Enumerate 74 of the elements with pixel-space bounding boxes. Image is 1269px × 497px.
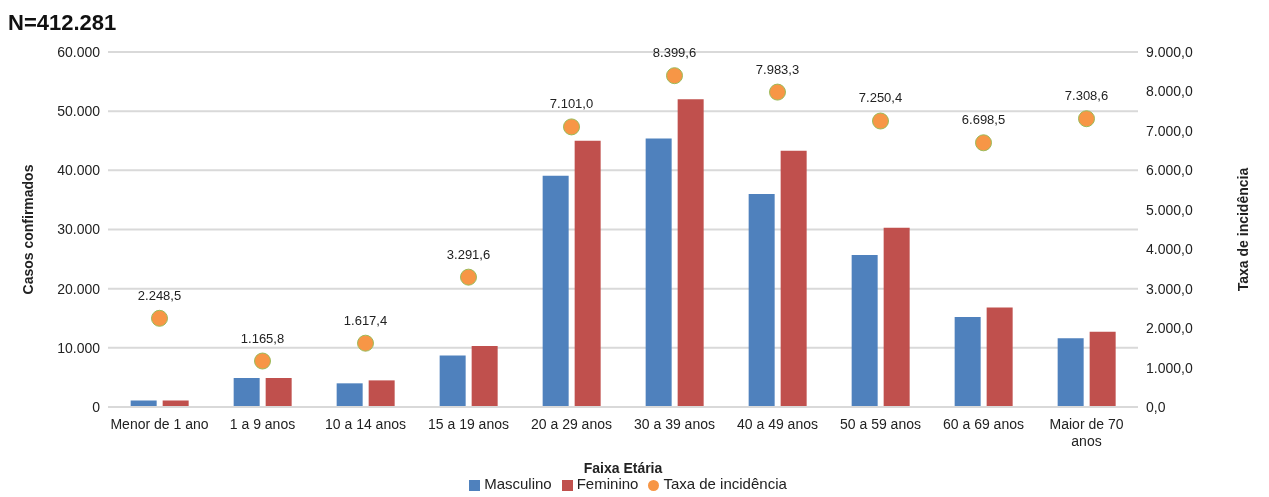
x-tick-label: 10 a 14 anos bbox=[325, 416, 406, 432]
y-tick-label: 20.000 bbox=[57, 280, 101, 297]
point bbox=[460, 268, 477, 286]
data-label: 6.698,5 bbox=[961, 112, 1006, 128]
point bbox=[975, 134, 992, 152]
bar bbox=[336, 383, 363, 407]
data-label: 3.291,6 bbox=[446, 246, 491, 262]
bar bbox=[1057, 338, 1084, 407]
y2-tick-label: 6.000,0 bbox=[1146, 162, 1193, 179]
bar bbox=[851, 254, 878, 407]
bar bbox=[233, 378, 260, 407]
bar bbox=[368, 380, 395, 407]
x-tick-label: 1 a 9 anos bbox=[229, 416, 296, 432]
data-label: 8.399,6 bbox=[652, 45, 697, 61]
y2-tick-label: 5.000,0 bbox=[1146, 201, 1193, 218]
bar bbox=[542, 175, 569, 407]
data-label: 7.250,4 bbox=[858, 90, 903, 106]
bar bbox=[162, 400, 189, 407]
legend-label: Masculino bbox=[484, 475, 552, 492]
y-tick-label: 0 bbox=[92, 398, 101, 415]
y2-tick-label: 8.000,0 bbox=[1146, 83, 1193, 100]
legend-label: Taxa de incidência bbox=[663, 475, 787, 492]
bar bbox=[645, 138, 672, 407]
x-axis-title: Faixa Etária bbox=[583, 460, 663, 476]
data-label: 7.101,0 bbox=[549, 96, 594, 112]
point bbox=[254, 352, 271, 370]
y2-tick-label: 2.000,0 bbox=[1146, 320, 1193, 337]
y-tick-label: 10.000 bbox=[57, 339, 101, 356]
y2-tick-label: 7.000,0 bbox=[1146, 122, 1193, 139]
y2-tick-label: 3.000,0 bbox=[1146, 280, 1193, 297]
point bbox=[1078, 110, 1095, 128]
bar bbox=[471, 346, 498, 407]
bar bbox=[748, 194, 775, 407]
x-tick-label: 15 a 19 anos bbox=[428, 416, 509, 432]
y-axis-title: Casos confirmados bbox=[19, 164, 36, 295]
x-tick-label: 30 a 39 anos bbox=[634, 416, 715, 432]
x-tick-label: Menor de 1 ano bbox=[110, 416, 209, 432]
y-tick-label: 50.000 bbox=[57, 103, 101, 120]
bar bbox=[574, 140, 601, 407]
data-label: 1.617,4 bbox=[343, 312, 388, 328]
point bbox=[357, 334, 374, 352]
x-tick-label: 40 a 49 anos bbox=[737, 416, 818, 432]
x-tick-label: Maior de 70 anos bbox=[1049, 416, 1124, 449]
y2-tick-label: 4.000,0 bbox=[1146, 241, 1193, 258]
data-label: 7.983,3 bbox=[755, 61, 800, 77]
y2-tick-label: 1.000,0 bbox=[1146, 359, 1193, 376]
bar bbox=[265, 378, 292, 407]
x-tick-label: 20 a 29 anos bbox=[531, 416, 612, 432]
bar bbox=[130, 400, 157, 407]
y2-tick-label: 0,0 bbox=[1146, 398, 1166, 415]
y-tick-label: 30.000 bbox=[57, 221, 101, 238]
x-tick-label: 50 a 59 anos bbox=[840, 416, 921, 432]
y2-tick-label: 9.000,0 bbox=[1146, 43, 1193, 60]
bar bbox=[883, 227, 910, 407]
y-tick-label: 40.000 bbox=[57, 162, 101, 179]
data-label: 1.165,8 bbox=[240, 330, 285, 346]
bar bbox=[954, 317, 981, 407]
data-label: 2.248,5 bbox=[137, 287, 182, 303]
bar bbox=[677, 99, 704, 407]
y-tick-label: 60.000 bbox=[57, 43, 101, 60]
bar bbox=[1089, 331, 1116, 407]
point bbox=[872, 112, 889, 130]
bar bbox=[986, 307, 1013, 407]
point bbox=[666, 67, 683, 85]
point bbox=[769, 83, 786, 101]
y2-axis-title: Taxa de incidência bbox=[1234, 167, 1251, 292]
x-tick-label: 60 a 69 anos bbox=[943, 416, 1024, 432]
legend-label: Feminino bbox=[576, 475, 639, 492]
chart-title: N=412.281 bbox=[8, 9, 118, 37]
point bbox=[151, 309, 168, 327]
bar bbox=[780, 150, 807, 407]
point bbox=[563, 118, 580, 136]
data-label: 7.308,6 bbox=[1064, 88, 1109, 104]
bar bbox=[439, 355, 466, 407]
